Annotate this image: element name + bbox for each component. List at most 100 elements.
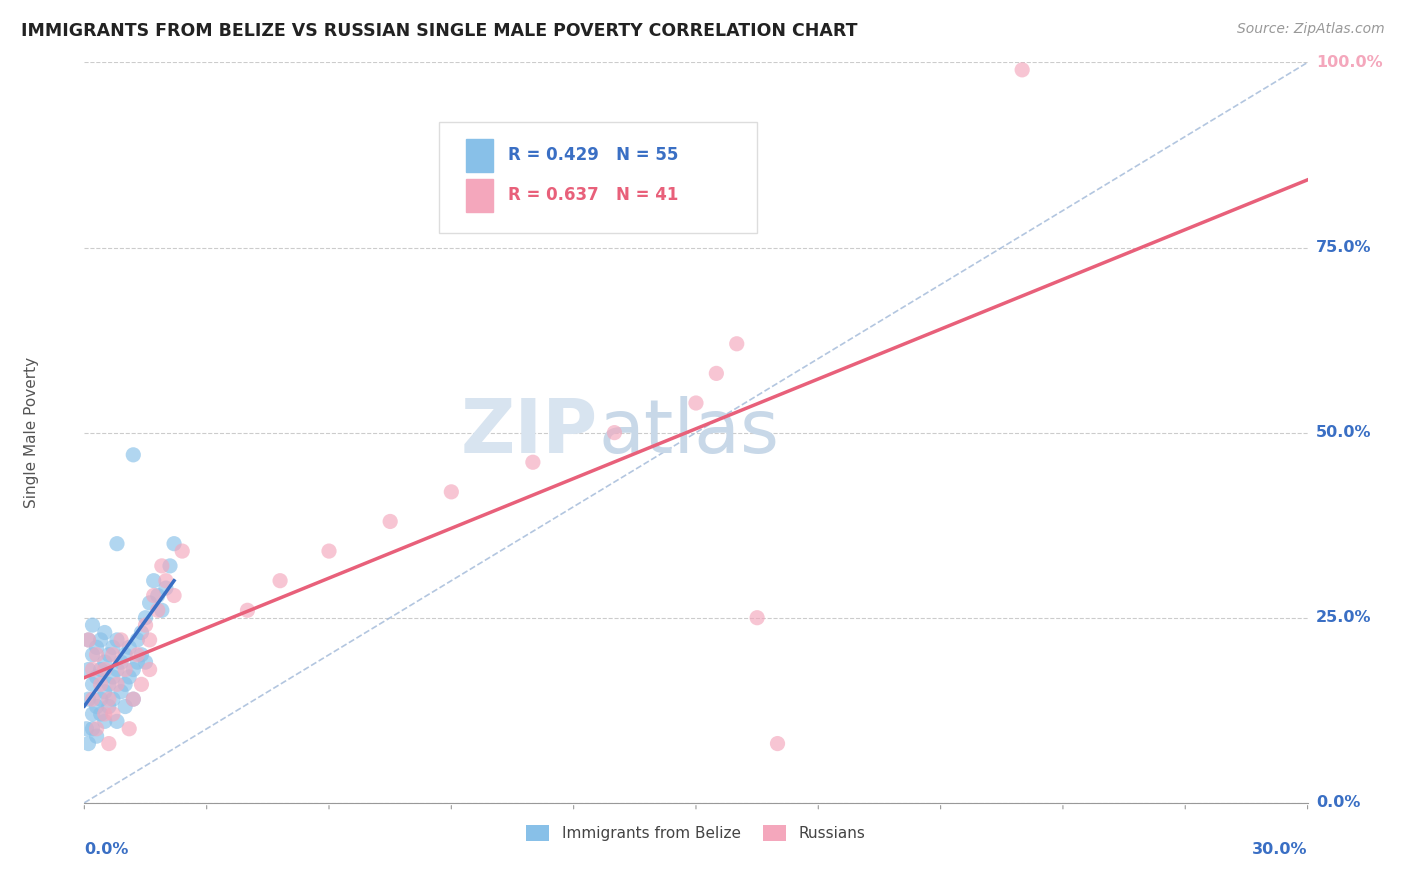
Point [114, 648, 136, 662]
Point [747, 610, 769, 624]
Point [90, 632, 112, 647]
Point [146, 589, 169, 603]
Point [440, 484, 463, 499]
Point [163, 536, 186, 550]
Text: Single Male Poverty: Single Male Poverty [24, 357, 39, 508]
Point [603, 425, 626, 440]
Point [122, 448, 145, 462]
Point [82, 692, 104, 706]
Text: 0.0%: 0.0% [1316, 796, 1360, 810]
Point [110, 685, 132, 699]
Point [131, 648, 153, 662]
Point [101, 692, 124, 706]
Point [82, 618, 104, 632]
Point [155, 581, 177, 595]
Point [93, 655, 115, 669]
Point [97, 737, 120, 751]
Point [86, 722, 108, 736]
Point [77, 663, 100, 677]
Legend: Immigrants from Belize, Russians: Immigrants from Belize, Russians [520, 819, 872, 847]
Point [86, 648, 108, 662]
Point [131, 677, 153, 691]
Point [127, 632, 149, 647]
Point [97, 699, 120, 714]
Point [110, 632, 132, 647]
Point [685, 396, 707, 410]
Point [131, 625, 153, 640]
Text: atlas: atlas [598, 396, 779, 469]
Point [122, 692, 145, 706]
Point [114, 677, 136, 691]
Point [101, 706, 124, 721]
Point [105, 632, 128, 647]
Point [77, 737, 100, 751]
Bar [465, 178, 494, 212]
Point [146, 603, 169, 617]
Point [90, 692, 112, 706]
Point [122, 692, 145, 706]
Point [236, 603, 259, 617]
Point [380, 515, 402, 529]
Text: R = 0.429   N = 55: R = 0.429 N = 55 [508, 146, 678, 164]
Point [90, 706, 112, 721]
Point [172, 544, 194, 558]
Text: 50.0%: 50.0% [1316, 425, 1371, 440]
Point [114, 663, 136, 677]
Point [105, 536, 128, 550]
Text: R = 0.637   N = 41: R = 0.637 N = 41 [508, 186, 678, 204]
Point [101, 670, 124, 684]
Point [725, 336, 748, 351]
Point [86, 699, 108, 714]
Point [522, 455, 544, 469]
Point [118, 722, 141, 736]
Point [86, 670, 108, 684]
Point [318, 544, 340, 558]
Text: 100.0%: 100.0% [1316, 55, 1382, 70]
Text: Source: ZipAtlas.com: Source: ZipAtlas.com [1237, 22, 1385, 37]
Point [105, 677, 128, 691]
Point [269, 574, 291, 588]
Point [82, 722, 104, 736]
Point [101, 640, 124, 655]
Point [118, 670, 141, 684]
Text: 30.0%: 30.0% [1253, 842, 1308, 856]
Point [150, 558, 173, 573]
Point [97, 677, 120, 691]
Point [93, 685, 115, 699]
Point [135, 618, 157, 632]
Point [82, 663, 104, 677]
Point [93, 625, 115, 640]
Point [138, 632, 160, 647]
Point [118, 640, 141, 655]
Point [93, 714, 115, 729]
Point [97, 648, 120, 662]
Point [138, 596, 160, 610]
Point [77, 692, 100, 706]
Point [150, 603, 173, 617]
Text: IMMIGRANTS FROM BELIZE VS RUSSIAN SINGLE MALE POVERTY CORRELATION CHART: IMMIGRANTS FROM BELIZE VS RUSSIAN SINGLE… [21, 22, 858, 40]
Point [766, 737, 789, 751]
Text: 0.0%: 0.0% [84, 842, 129, 856]
Point [82, 706, 104, 721]
Point [155, 574, 177, 588]
Point [82, 677, 104, 691]
Point [90, 677, 112, 691]
Point [163, 589, 186, 603]
Point [105, 663, 128, 677]
Bar [465, 138, 494, 172]
Point [75, 722, 97, 736]
Point [110, 655, 132, 669]
Point [77, 632, 100, 647]
Point [86, 729, 108, 743]
Text: 75.0%: 75.0% [1316, 240, 1371, 255]
Point [159, 558, 181, 573]
Point [101, 648, 124, 662]
Point [82, 648, 104, 662]
Point [114, 699, 136, 714]
Point [127, 648, 149, 662]
Point [127, 655, 149, 669]
Point [122, 663, 145, 677]
Point [97, 692, 120, 706]
Point [93, 663, 115, 677]
Point [142, 589, 165, 603]
